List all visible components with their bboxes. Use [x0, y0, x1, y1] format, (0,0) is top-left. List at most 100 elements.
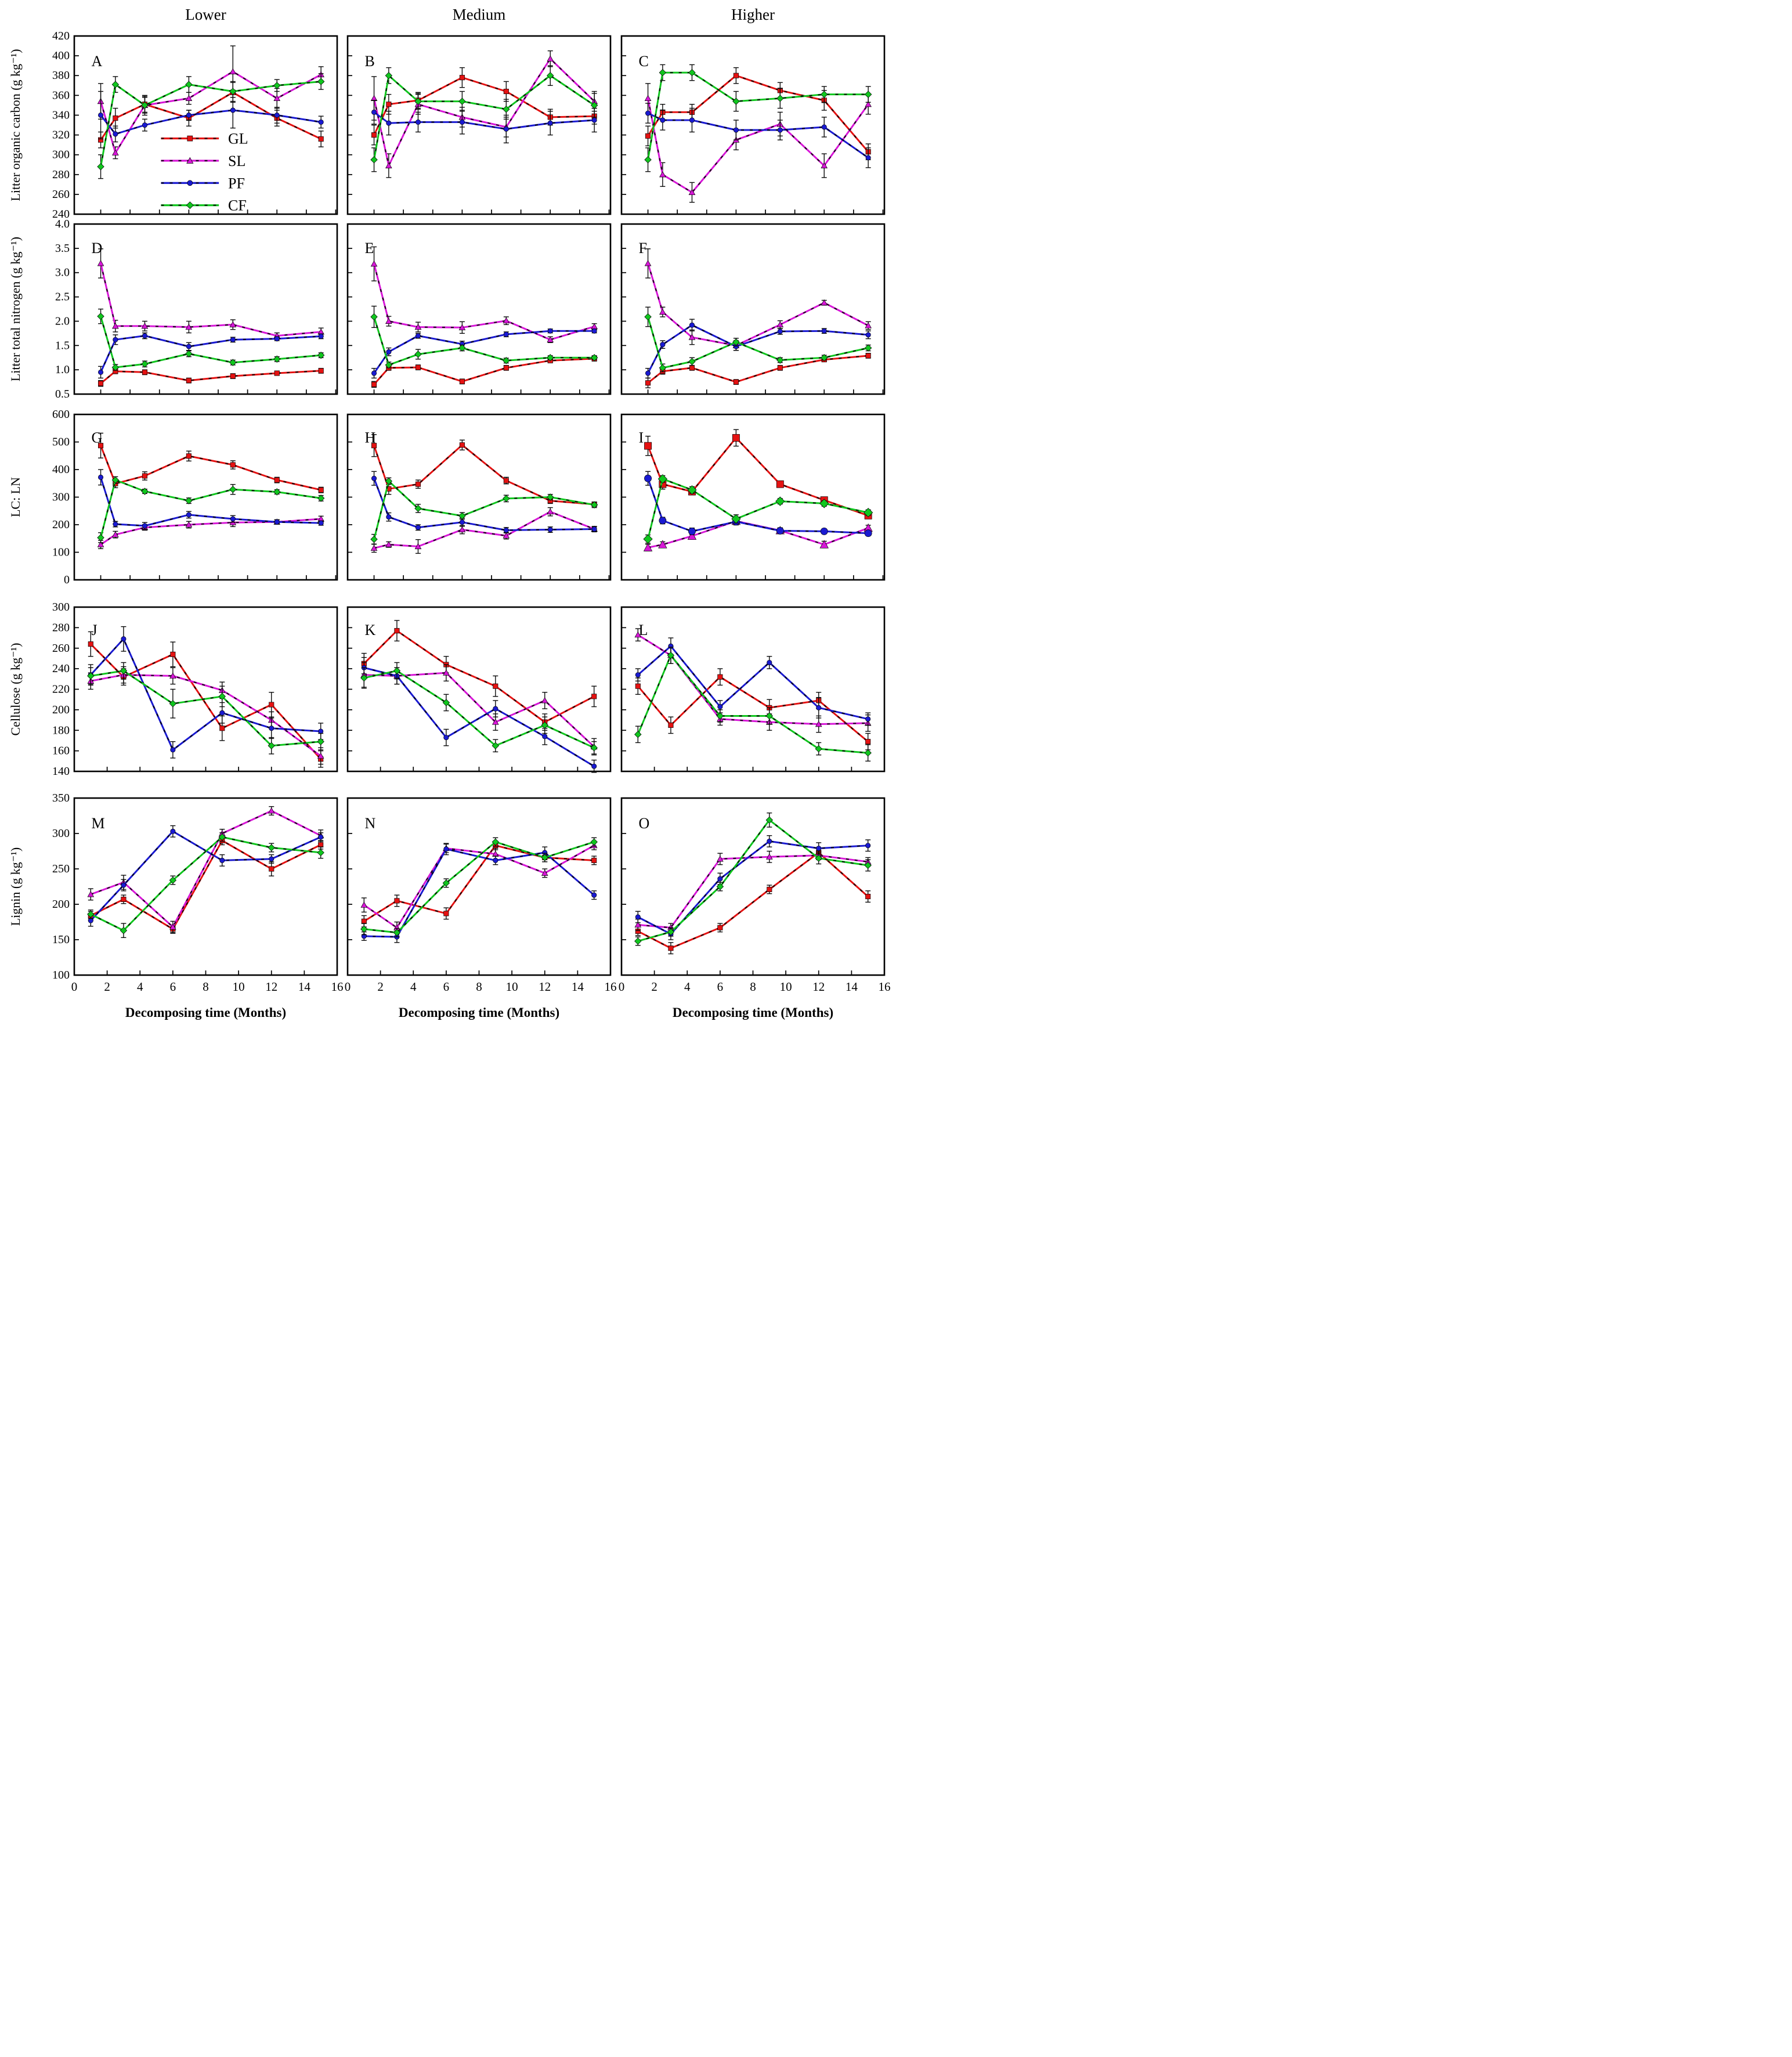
series-SL-dash — [364, 672, 595, 748]
series-GL-dash — [637, 676, 869, 742]
square-marker — [318, 368, 324, 374]
y-tick-label: 100 — [52, 969, 70, 981]
diamond-marker — [492, 838, 500, 846]
series-SL-line — [100, 263, 321, 337]
series-PF — [645, 319, 871, 379]
circle-marker — [733, 127, 739, 133]
series-PF — [98, 91, 324, 143]
triangle-marker — [97, 541, 104, 547]
square-marker — [394, 898, 400, 904]
series-CF — [370, 305, 598, 369]
circle-marker — [459, 519, 465, 525]
circle-marker — [186, 512, 192, 518]
square-marker — [415, 365, 421, 370]
triangle-marker — [541, 697, 548, 703]
square-marker — [142, 473, 148, 479]
diamond-marker — [229, 88, 237, 95]
diamond-marker — [360, 674, 368, 682]
triangle-marker — [717, 855, 724, 862]
square-marker — [776, 480, 784, 488]
y-tick-label: 160 — [52, 745, 70, 757]
series-SL-dash — [91, 674, 321, 757]
diamond-marker — [97, 163, 104, 171]
series-SL — [644, 248, 872, 351]
diamond-marker — [864, 344, 872, 352]
y-tick-label: 240 — [52, 208, 70, 221]
x-tick-label: 6 — [717, 980, 724, 994]
triangle-marker — [185, 521, 193, 528]
y-tick-label: 380 — [52, 69, 70, 82]
square-marker — [493, 683, 498, 689]
circle-marker — [821, 124, 827, 130]
square-marker — [269, 702, 274, 708]
triangle-marker — [414, 543, 422, 550]
square-marker — [98, 381, 104, 387]
panel-D: 0.5 1.0 1.5 2.0 2.5 3.0 3.5 4.0 D — [55, 218, 338, 400]
square-marker — [318, 487, 324, 493]
square-marker — [186, 378, 192, 384]
square-marker — [865, 894, 871, 900]
panel-letter-E: E — [364, 240, 374, 257]
panel-letter-C: C — [638, 53, 648, 70]
circle-marker — [142, 333, 148, 339]
diamond-marker — [414, 504, 422, 513]
circle-marker — [547, 526, 553, 533]
panel-M: 100 150 200 250 300 350 0 2 4 6 8 10 12 14 16 Decomposi… — [52, 792, 344, 1020]
x-tick-label: 8 — [750, 980, 756, 994]
circle-marker — [717, 704, 723, 710]
series-GL-dash — [363, 845, 594, 922]
diamond-marker — [815, 745, 822, 753]
series-PF-dash — [364, 667, 595, 767]
circle-marker — [219, 857, 225, 863]
diamond-marker — [185, 350, 193, 358]
square-marker — [142, 369, 148, 375]
circle-marker — [816, 705, 822, 710]
square-marker — [777, 365, 783, 371]
y-tick-label: 200 — [52, 898, 70, 911]
square-marker — [635, 683, 641, 689]
series-CF-line — [647, 316, 869, 369]
triangle-marker — [821, 299, 828, 306]
circle-marker — [767, 659, 772, 666]
diamond-marker — [317, 738, 324, 745]
circle-marker — [865, 843, 871, 849]
diamond-marker — [385, 361, 393, 369]
diamond-marker — [821, 91, 828, 98]
circle-marker — [503, 331, 509, 337]
panel-letter-I: I — [638, 429, 644, 446]
square-marker — [668, 946, 674, 951]
circle-marker — [318, 333, 324, 339]
series-GL-dash — [373, 444, 595, 505]
row-ylabel-3: Cellulose (g kg⁻¹) — [8, 643, 23, 736]
x-tick-label: 6 — [170, 980, 176, 994]
series-GL — [361, 840, 597, 928]
series-SL-dash — [90, 810, 321, 928]
circle-marker — [274, 336, 280, 342]
circle-marker — [113, 521, 118, 527]
panel-N: 0 2 4 6 8 10 12 14 16 Decomposing time (Months) N — [345, 797, 617, 1020]
series-SL — [97, 248, 324, 340]
x-axis-title: Decomposing time (Months) — [673, 1005, 833, 1020]
square-marker — [415, 481, 421, 487]
circle-marker — [121, 636, 127, 642]
series-PF-line — [363, 666, 595, 767]
circle-marker — [386, 349, 392, 355]
square-marker — [591, 857, 597, 863]
square-marker — [459, 442, 465, 448]
circle-marker — [591, 763, 597, 769]
triangle-marker — [634, 631, 642, 638]
y-tick-label: 3.0 — [55, 266, 70, 279]
series-SL-dash — [100, 263, 321, 337]
triangle-marker — [492, 719, 499, 725]
circle-marker — [644, 474, 652, 482]
series-CF — [370, 65, 598, 172]
triangle-marker — [819, 540, 829, 548]
diamond-marker — [732, 98, 740, 105]
square-marker — [274, 370, 280, 376]
series-SL-dash — [373, 57, 595, 168]
y-tick-label: 2.5 — [55, 291, 70, 304]
diamond-marker — [503, 495, 510, 503]
y-tick-label: 280 — [52, 168, 70, 181]
figure-page: Lower Medium Higher Litter organic carbon (… — [0, 0, 896, 1028]
series-GL-line — [90, 643, 321, 760]
